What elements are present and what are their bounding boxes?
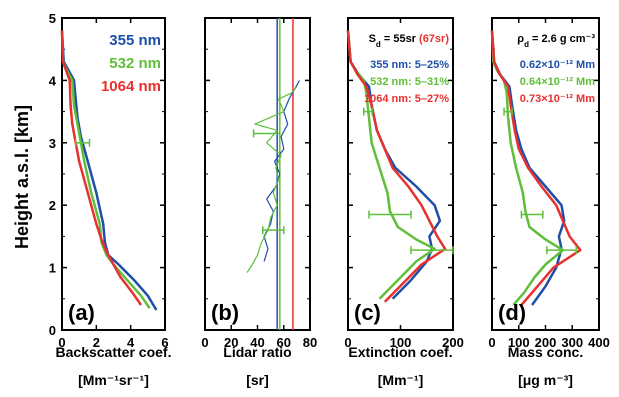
y-axis-label: Height a.s.l. [km] <box>12 105 32 249</box>
x-tick-label: 400 <box>588 335 610 350</box>
series-line-355-nm <box>60 30 158 311</box>
y-tick-label: 1 <box>49 261 56 276</box>
x-axis-unit: [Mm⁻¹] <box>378 372 424 388</box>
series-line-1064-nm <box>60 30 143 306</box>
series-line-1064-nm <box>346 30 447 303</box>
x-axis-label: Mass conc. <box>508 344 583 360</box>
x-tick-label: 0 <box>58 335 65 350</box>
annotation-line: 532 nm: 5–31% <box>370 76 449 88</box>
x-tick-label: 2 <box>93 335 100 350</box>
x-tick-label: 0 <box>488 335 495 350</box>
x-axis-unit: [μg m⁻³] <box>518 372 573 388</box>
panel-label: (b) <box>211 300 239 325</box>
annotation-header: ρd = 2.6 g cm⁻³ <box>517 33 595 49</box>
legend-entry: 1064 nm <box>101 78 161 95</box>
x-axis-label: Extinction coef. <box>348 344 452 360</box>
legend-entry: 355 nm <box>109 32 161 49</box>
annotation-line: 0.62×10⁻¹² Mm <box>520 59 595 71</box>
x-tick-label: 80 <box>303 335 317 350</box>
x-tick-label: 200 <box>535 335 557 350</box>
panel-b: 0 20 40 60 80 (b) Lidar ratio [sr] <box>201 17 317 388</box>
plot-frame <box>204 17 311 331</box>
x-tick-label: 4 <box>127 335 135 350</box>
series-line-532-nm <box>60 30 151 309</box>
legend-entry: 532 nm <box>109 55 161 72</box>
x-tick-label: 0 <box>344 335 351 350</box>
x-tick-label: 100 <box>390 335 412 350</box>
series-line-1064-nm <box>490 30 582 306</box>
x-tick-label: 20 <box>224 335 238 350</box>
x-tick-label: 40 <box>250 335 264 350</box>
panel-d: 0 100 200 300 400 (d) Mass conc. [μg m⁻³] ρd = 2… <box>488 17 610 388</box>
panel-label: (d) <box>498 300 526 325</box>
x-tick-label: 300 <box>561 335 583 350</box>
y-tick-label: 4 <box>49 73 57 88</box>
panel-a: 0 2 4 6 0 1 2 3 4 5 (a) Backscatter coef. [Mm⁻¹sr⁻¹]… <box>49 11 172 388</box>
x-tick-label: 0 <box>201 335 208 350</box>
x-axis-label: Backscatter coef. <box>56 344 172 360</box>
x-axis-unit: [Mm⁻¹sr⁻¹] <box>78 372 149 388</box>
annotation-line: 0.64×10⁻¹² Mm <box>520 76 595 88</box>
series-line-532-nm <box>246 86 298 273</box>
y-tick-label: 2 <box>49 198 56 213</box>
y-tick-label: 0 <box>49 323 56 338</box>
x-tick-label: 200 <box>442 335 464 350</box>
annotation-line: 355 nm: 5–25% <box>370 59 449 71</box>
annotation-header: Sd = 55sr (67sr) <box>369 33 450 49</box>
y-tick-label: 5 <box>49 11 56 26</box>
x-axis-unit: [sr] <box>246 372 269 388</box>
panel-label: (c) <box>354 300 381 325</box>
x-tick-label: 100 <box>508 335 530 350</box>
annotation-line: 0.73×10⁻¹² Mm <box>520 93 595 105</box>
x-tick-label: 6 <box>161 335 168 350</box>
annotation-line: 1064 nm: 5–27% <box>364 93 449 105</box>
x-tick-label: 60 <box>277 335 291 350</box>
y-tick-label: 3 <box>49 136 56 151</box>
panel-c: 0 100 200 (c) Extinction coef. [Mm⁻¹] Sd = 55s… <box>344 17 464 388</box>
x-axis-label: Lidar ratio <box>223 344 291 360</box>
panel-label: (a) <box>68 300 95 325</box>
